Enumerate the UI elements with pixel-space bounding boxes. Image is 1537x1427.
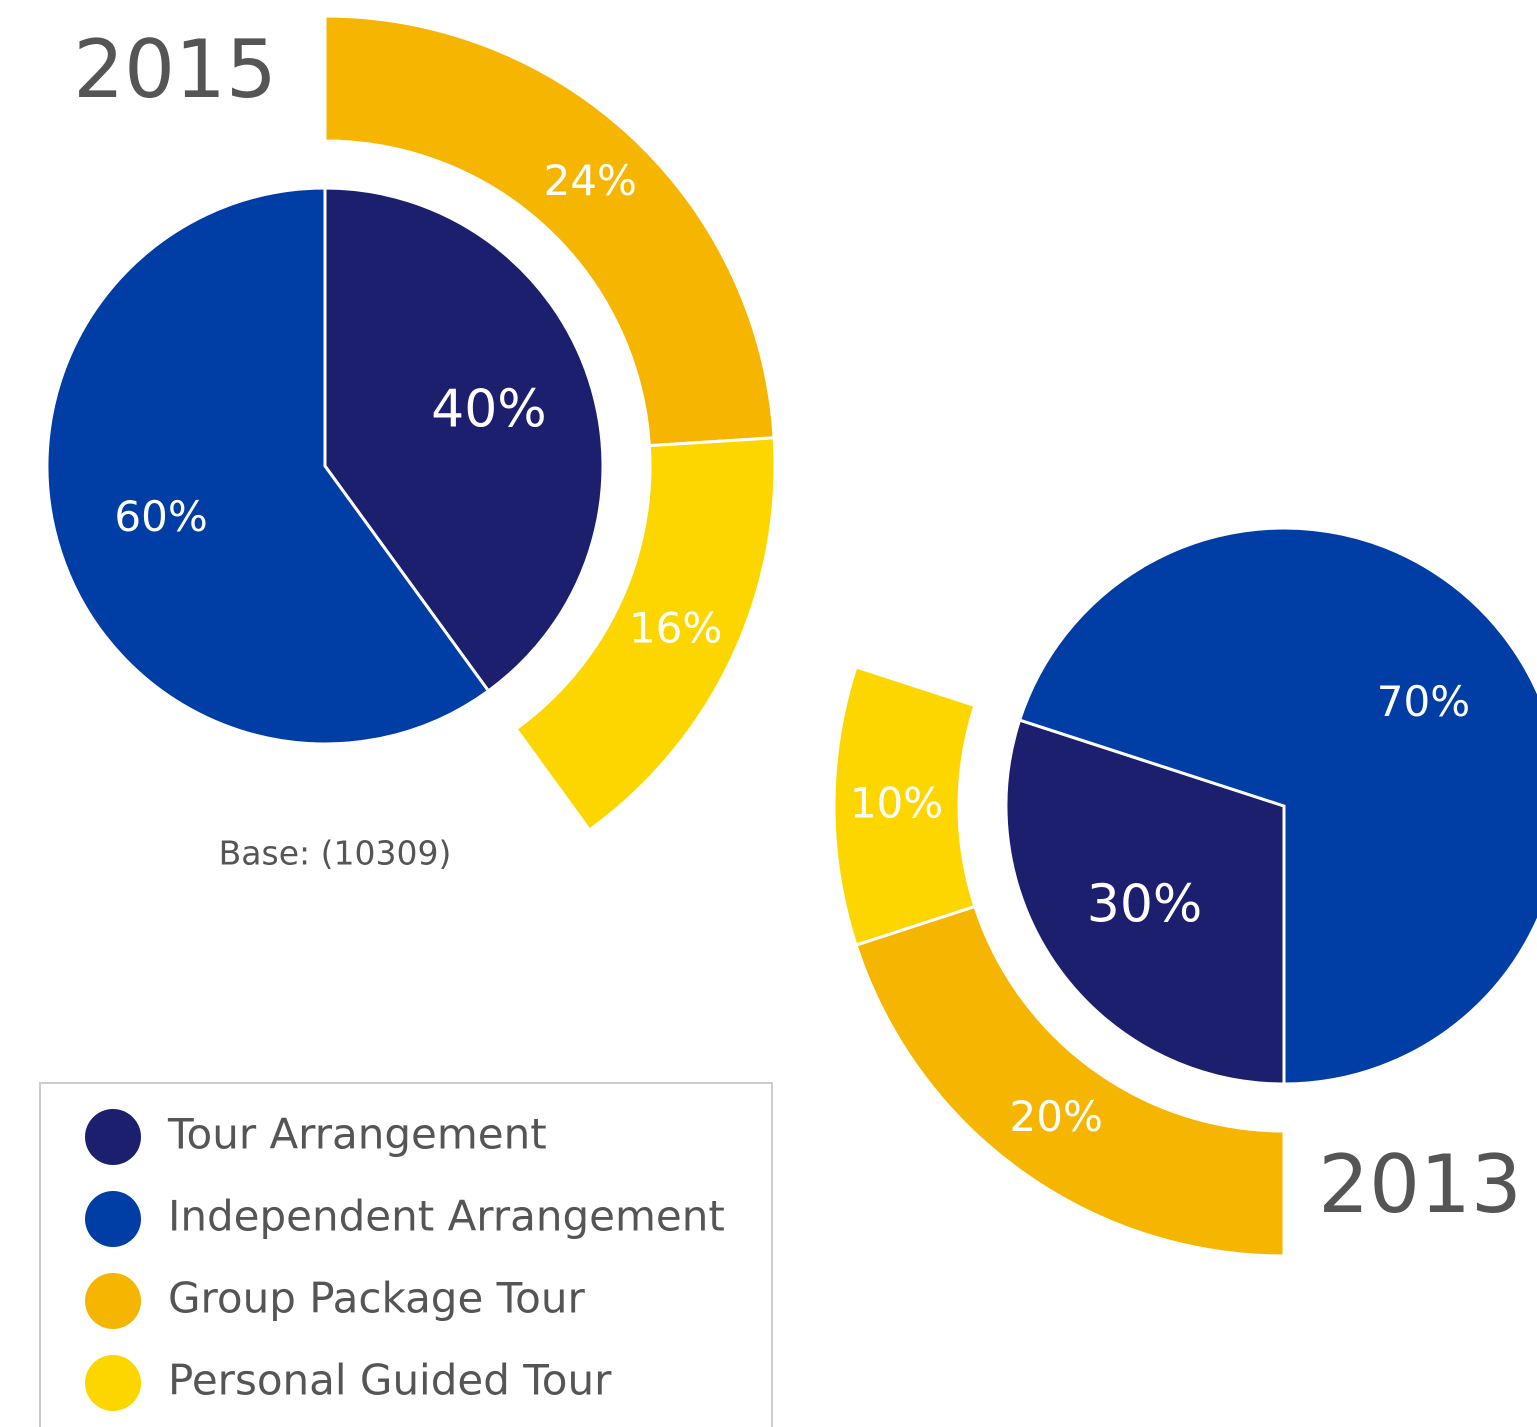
ring-segment	[323, 14, 776, 448]
slice-label: 60%	[114, 492, 207, 541]
chart-title: 2015	[73, 23, 277, 116]
base-note: Base: (10309)	[219, 834, 452, 873]
slice-label: 40%	[431, 380, 547, 440]
legend-label: Group Package Tour	[168, 1274, 585, 1323]
slice-label: 70%	[1377, 677, 1470, 726]
ring-segment	[513, 436, 777, 833]
slice-label: 30%	[1087, 874, 1203, 934]
legend-label: Independent Arrangement	[168, 1192, 725, 1241]
ring-label: 20%	[1010, 1092, 1103, 1141]
ring-label: 24%	[544, 156, 637, 205]
legend-swatch	[85, 1355, 141, 1411]
pie-slice	[1017, 526, 1537, 1086]
pie-slice	[45, 186, 491, 746]
legend-box	[39, 1082, 773, 1427]
legend-label: Personal Guided Tour	[168, 1356, 612, 1405]
pie-slice	[1004, 718, 1286, 1086]
ring-label: 10%	[850, 779, 943, 828]
legend-swatch	[85, 1191, 141, 1247]
ring-label: 16%	[629, 603, 722, 652]
ring-segment	[832, 665, 977, 947]
pie-slice	[323, 186, 605, 694]
legend-swatch	[85, 1109, 141, 1165]
legend-label: Tour Arrangement	[167, 1110, 547, 1159]
chart-title: 2013	[1318, 1138, 1522, 1231]
legend-swatch	[85, 1273, 141, 1329]
